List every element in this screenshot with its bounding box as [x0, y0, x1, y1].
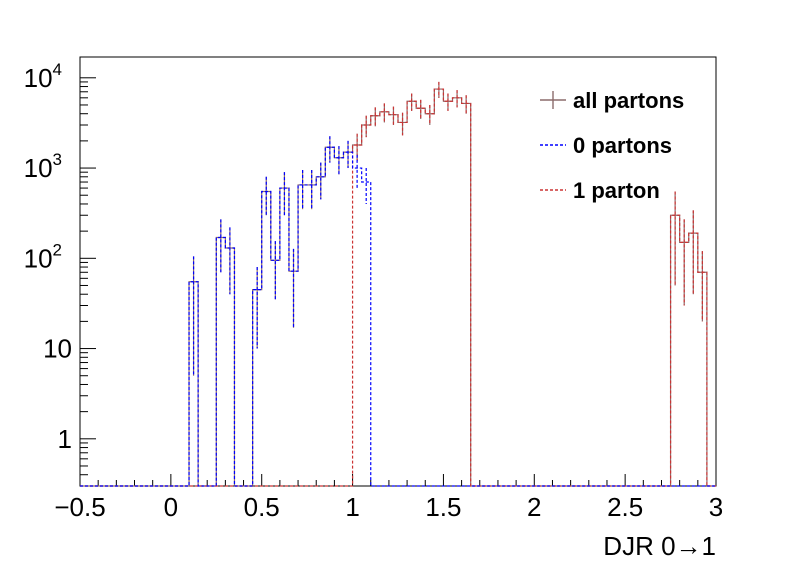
y-tick-label: 1 [58, 424, 72, 454]
y-tick-exponent: 4 [53, 60, 62, 79]
y-tick-base: 10 [24, 63, 53, 93]
y-tick-base: 10 [24, 243, 53, 273]
y-tick-label: 104 [24, 60, 62, 93]
y-tick-base: 10 [24, 153, 53, 183]
y-tick-exponent: 3 [53, 150, 62, 169]
x-tick-label: 0 [164, 492, 178, 522]
legend-label: 0 partons [573, 133, 672, 158]
y-tick-label: 103 [24, 150, 62, 183]
legend-item: 1 parton [540, 178, 660, 203]
x-tick-label: 3 [709, 492, 723, 522]
x-axis-ticks: −0.5 0 0.5 1 1.5 2 2.5 3 [54, 474, 723, 522]
y-tick-exponent: 2 [53, 240, 62, 259]
histogram-line [80, 146, 716, 487]
x-tick-label: 1.5 [425, 492, 461, 522]
x-tick-label: 2.5 [607, 492, 643, 522]
series-layer [80, 81, 716, 487]
legend-item: all partons [540, 88, 684, 113]
x-tick-label: −0.5 [54, 492, 105, 522]
y-tick-label: 10 [43, 334, 72, 364]
histogram-line [80, 88, 716, 487]
y-tick-label: 102 [24, 240, 62, 273]
legend-item: 0 partons [540, 133, 672, 158]
series-0-partons [80, 136, 716, 487]
legend-label: 1 parton [573, 178, 660, 203]
x-axis-title: DJR 0→1 [603, 531, 716, 561]
x-tick-label: 1 [345, 492, 359, 522]
legend: all partons 0 partons 1 parton [540, 88, 684, 203]
x-tick-label: 0.5 [244, 492, 280, 522]
x-tick-label: 2 [527, 492, 541, 522]
legend-label: all partons [573, 88, 684, 113]
